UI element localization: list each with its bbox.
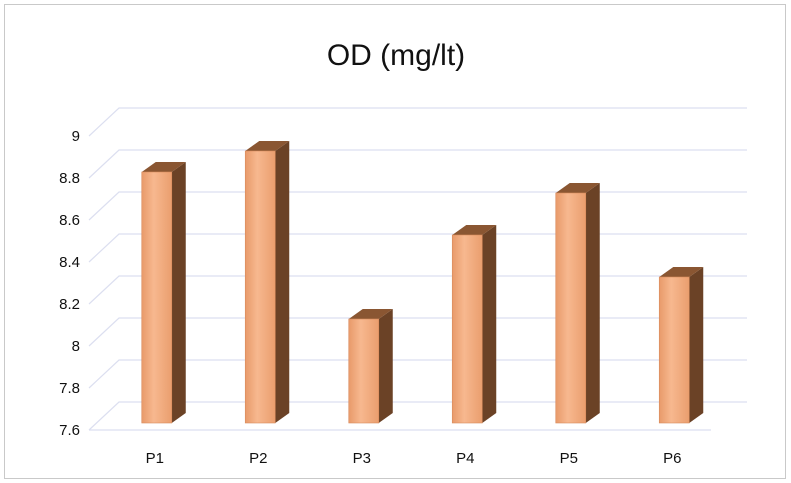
chart-title: OD (mg/lt) (327, 39, 465, 72)
x-tick-label: P3 (353, 450, 371, 467)
bar-top (659, 267, 704, 277)
bar-side (482, 225, 497, 423)
chart-frame: OD (mg/lt) 7.6 7.8 8 8.2 8.4 8.6 8.8 9 P1 P2 P3 P4… (4, 4, 786, 479)
bar-top (141, 162, 186, 172)
gridline (88, 275, 747, 305)
y-tick-label: 7.6 (59, 422, 80, 439)
gridline (88, 233, 747, 263)
x-tick-label: P6 (663, 450, 681, 467)
bars (141, 141, 704, 424)
bar-p5 (555, 183, 600, 424)
bar-p1 (141, 162, 186, 424)
gridline (88, 107, 747, 137)
x-tick-label: P5 (560, 450, 578, 467)
bar-side (171, 162, 186, 423)
y-tick-label: 8.6 (59, 212, 80, 229)
y-tick-label: 9 (72, 128, 80, 145)
x-tick-label: P2 (249, 450, 267, 467)
y-tick-label: 8 (72, 338, 80, 355)
bar-p2 (244, 141, 290, 424)
bar-front (141, 171, 173, 424)
bar-side (275, 141, 290, 423)
bar-front (451, 234, 483, 424)
bar-top (245, 141, 290, 151)
bar-front (555, 192, 587, 424)
bar-front (244, 150, 276, 424)
y-tick-label: 8.2 (59, 296, 80, 313)
gridline (88, 359, 747, 389)
y-axis-ticks: 7.6 7.8 8 8.2 8.4 8.6 8.8 9 (59, 128, 80, 439)
bar-side (378, 309, 393, 423)
gridline (88, 401, 747, 431)
gridline (88, 191, 747, 221)
gridline (88, 317, 747, 347)
bar-top (348, 309, 393, 319)
bar-top (555, 183, 600, 193)
y-tick-label: 8.4 (59, 254, 80, 271)
y-tick-label: 7.8 (59, 380, 80, 397)
x-tick-label: P1 (146, 450, 164, 467)
x-tick-label: P4 (456, 450, 474, 467)
bar-side (689, 267, 704, 423)
bar-chart: OD (mg/lt) 7.6 7.8 8 8.2 8.4 8.6 8.8 9 P1 P2 P3 P4… (59, 39, 747, 467)
gridline (88, 149, 747, 179)
bar-front (348, 318, 380, 424)
bar-front (658, 276, 690, 424)
bar-p3 (348, 309, 393, 424)
y-tick-label: 8.8 (59, 170, 80, 187)
bar-top (452, 225, 497, 235)
gridlines (88, 107, 747, 431)
bar-p6 (658, 267, 704, 424)
bar-side (585, 183, 600, 423)
bar-p4 (451, 225, 497, 424)
x-axis-labels: P1 P2 P3 P4 P5 P6 (146, 450, 682, 467)
